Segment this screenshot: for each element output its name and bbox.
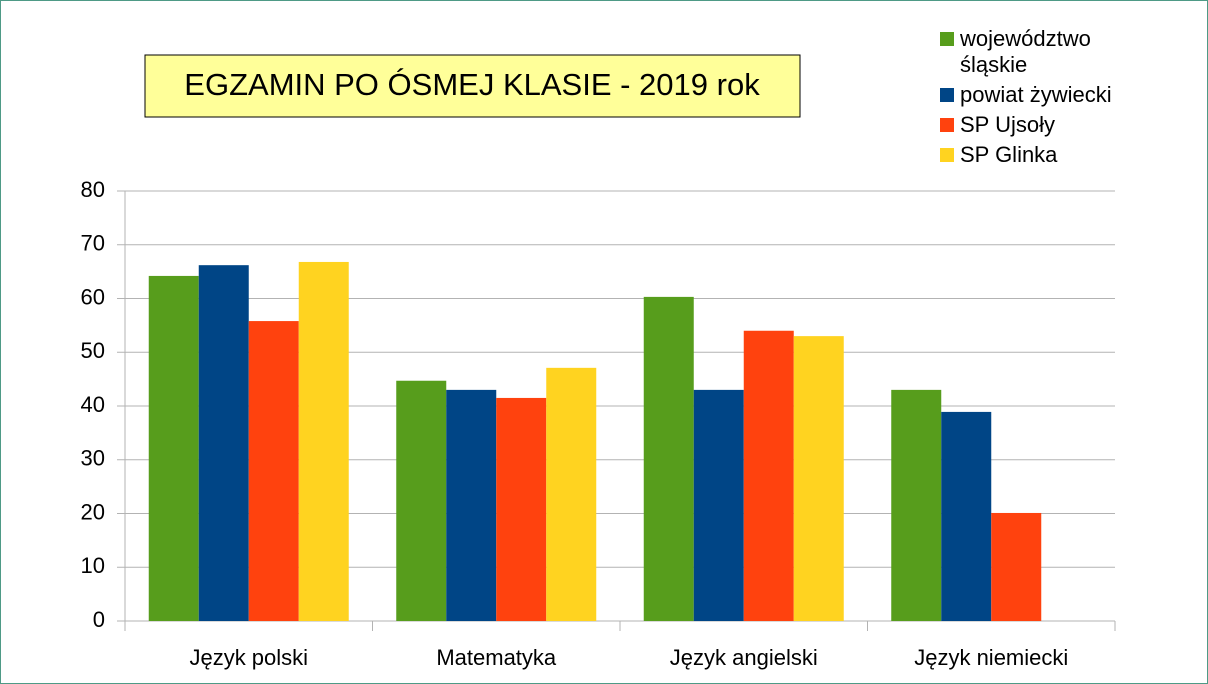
bar: [298, 261, 349, 621]
x-tick-label: Język niemiecki: [914, 645, 1068, 670]
legend-label: województwo śląskie: [960, 26, 1091, 77]
legend-swatch: [940, 148, 954, 162]
legend: województwo śląskie powiat żywiecki SP Ujs…: [940, 26, 1155, 172]
legend-swatch: [940, 88, 954, 102]
bar: [941, 411, 992, 621]
y-tick-label: 40: [81, 392, 105, 417]
y-tick-label: 0: [93, 607, 105, 632]
y-tick-label: 80: [81, 177, 105, 202]
bar: [891, 389, 942, 621]
y-tick-label: 10: [81, 553, 105, 578]
chart-title: EGZAMIN PO ÓSMEJ KLASIE - 2019 rok: [184, 67, 760, 102]
legend-swatch: [940, 32, 954, 46]
bar: [546, 367, 597, 621]
legend-item: SP Glinka: [940, 142, 1155, 168]
legend-item: powiat żywiecki: [940, 82, 1155, 108]
x-tick-label: Język polski: [189, 645, 308, 670]
bar: [446, 389, 497, 621]
y-tick-label: 60: [81, 284, 105, 309]
bar: [198, 265, 249, 621]
bar: [248, 321, 299, 621]
bar: [396, 380, 447, 621]
legend-item: SP Ujsoły: [940, 112, 1155, 138]
bar: [496, 397, 547, 621]
legend-item: województwo śląskie: [940, 26, 1155, 78]
y-tick-label: 70: [81, 231, 105, 256]
bar: [693, 389, 744, 621]
legend-label: powiat żywiecki: [960, 82, 1112, 107]
bar: [643, 296, 694, 621]
y-tick-label: 20: [81, 499, 105, 524]
y-tick-label: 30: [81, 446, 105, 471]
legend-label: SP Ujsoły: [960, 112, 1055, 137]
y-tick-label: 50: [81, 338, 105, 363]
bar: [793, 336, 844, 621]
bar: [148, 275, 199, 621]
legend-label: SP Glinka: [960, 142, 1058, 167]
bar: [991, 512, 1042, 621]
legend-swatch: [940, 118, 954, 132]
bar: [743, 330, 794, 621]
title-box: [144, 54, 801, 118]
x-tick-label: Język angielski: [670, 645, 818, 670]
x-tick-label: Matematyka: [436, 645, 557, 670]
